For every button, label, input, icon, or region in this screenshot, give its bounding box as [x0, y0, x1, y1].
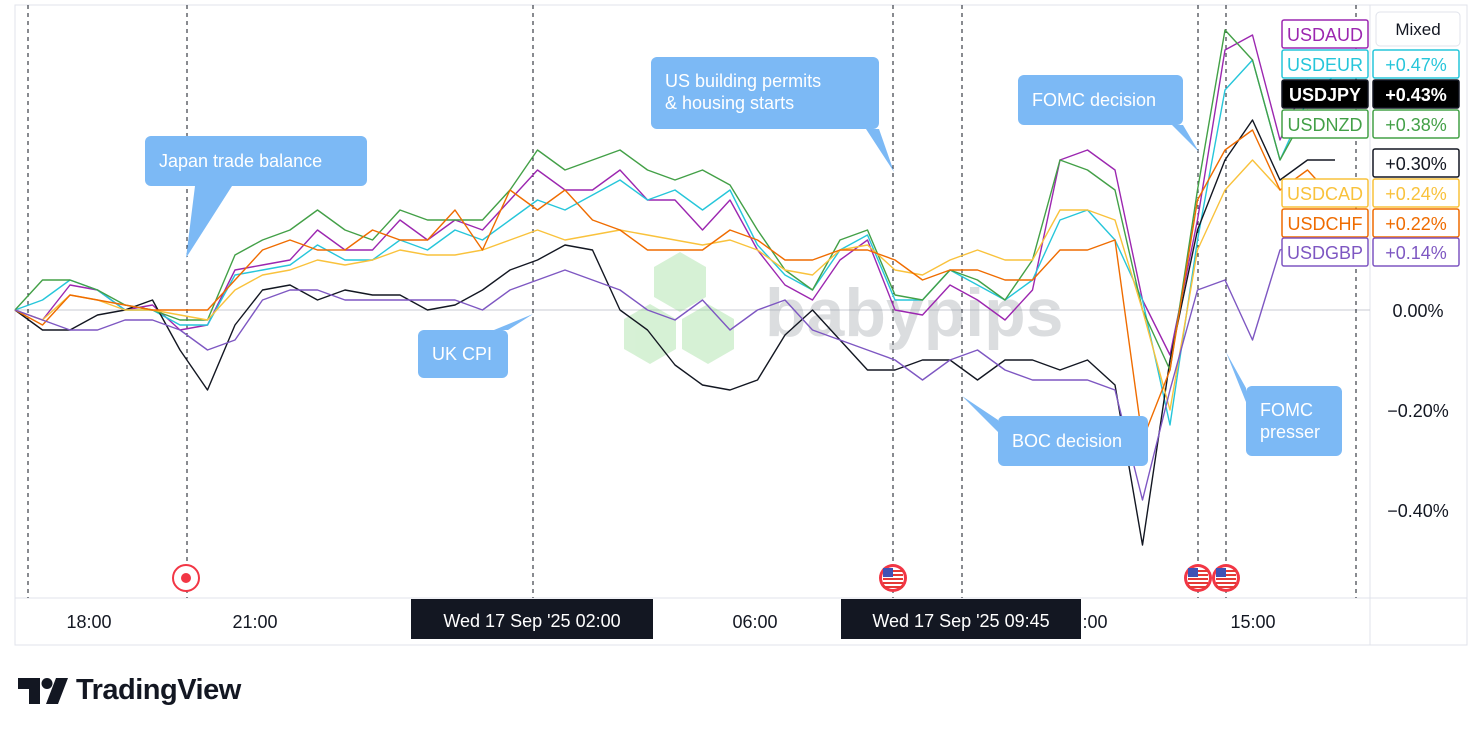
series-line-usdaud	[14, 34, 1336, 356]
crosshair-time-label: Wed 17 Sep '25 09:45	[841, 599, 1081, 639]
price-label: +0.38%	[1372, 109, 1460, 139]
annotation-callout: FOMC decision	[1018, 75, 1199, 152]
legend-symbol-usdeur[interactable]: USDEUR	[1281, 49, 1369, 79]
callout-box	[1018, 75, 1183, 125]
crosshair-time-label: Wed 17 Sep '25 02:00	[411, 599, 653, 639]
series-lines	[14, 29, 1336, 546]
price-label-text: +0.47%	[1385, 55, 1447, 75]
callout-box	[1246, 386, 1342, 456]
annotation-callout: Japan trade balance	[145, 136, 367, 258]
callout-text: BOC decision	[1012, 431, 1122, 451]
x-tick-label: :00	[1082, 612, 1107, 632]
price-label-text: +0.22%	[1385, 214, 1447, 234]
series-line-usdnzd	[14, 29, 1336, 371]
crosshair-time-text: Wed 17 Sep '25 02:00	[443, 611, 620, 631]
callout-box	[145, 136, 367, 186]
x-tick-label: 21:00	[232, 612, 277, 632]
price-label: +0.22%	[1372, 208, 1460, 238]
callout-pointer	[1172, 125, 1199, 152]
price-label-text: +0.30%	[1385, 154, 1447, 174]
annotation-callout: UK CPI	[418, 314, 533, 378]
callout-box	[651, 57, 879, 129]
price-label: +0.24%	[1372, 178, 1460, 208]
series-line-usdchf	[14, 129, 1336, 441]
callout-pointer	[866, 129, 894, 172]
series-line-usdcad	[14, 159, 1336, 411]
price-label-text: +0.24%	[1385, 184, 1447, 204]
callout-pointer	[962, 396, 998, 432]
tradingview-wordmark: TradingView	[76, 674, 241, 706]
x-tick-label: 15:00	[1230, 612, 1275, 632]
callout-pointer	[1226, 352, 1246, 402]
japan-flag-icon[interactable]	[172, 564, 200, 592]
y-tick-label: 0.00%	[1392, 301, 1443, 321]
callout-text: FOMC presser	[1260, 400, 1320, 442]
x-tick-label: 18:00	[66, 612, 111, 632]
price-label-text: +0.43%	[1385, 85, 1447, 105]
series-line-usdjpy	[14, 119, 1335, 546]
callout-pointer	[186, 186, 232, 258]
us-flag-icon[interactable]	[879, 564, 907, 592]
legend-symbol-text[interactable]: USDEUR	[1287, 55, 1363, 75]
watermark-hex	[654, 252, 706, 312]
x-tick-label: 06:00	[732, 612, 777, 632]
callout-pointer	[494, 314, 533, 330]
price-label-text: +0.38%	[1385, 115, 1447, 135]
callout-box	[998, 416, 1148, 466]
legend-symbol-text[interactable]: USDCHF	[1288, 214, 1363, 234]
price-label: +0.14%	[1372, 237, 1460, 267]
crosshair-time-text: Wed 17 Sep '25 09:45	[872, 611, 1049, 631]
callout-text: FOMC decision	[1032, 90, 1156, 110]
legend-symbol-usdcad[interactable]: USDCAD	[1281, 178, 1369, 208]
price-label: +0.30%	[1372, 148, 1460, 178]
annotation-callout: FOMC presser	[1226, 352, 1342, 456]
legend-symbol-text[interactable]: USDAUD	[1287, 25, 1363, 45]
callout-box	[418, 330, 508, 378]
legend-symbol-usdnzd[interactable]: USDNZD	[1281, 109, 1369, 139]
price-label: +0.47%	[1372, 49, 1460, 79]
scale-mode-label[interactable]: Mixed	[1395, 20, 1440, 39]
legend-symbol-usdaud[interactable]: USDAUD	[1281, 19, 1369, 49]
scale-mode-button[interactable]: Mixed	[1375, 11, 1461, 47]
callout-text: Japan trade balance	[159, 151, 322, 171]
y-tick-label: −0.40%	[1387, 501, 1449, 521]
legend-symbol-text[interactable]: USDGBP	[1287, 243, 1363, 263]
legend-symbol-text[interactable]: USDCAD	[1287, 184, 1363, 204]
watermark-hex	[682, 304, 734, 364]
legend-symbol-usdchf[interactable]: USDCHF	[1281, 208, 1369, 238]
callout-text: US building permits & housing starts	[665, 71, 821, 113]
price-label: +0.43%	[1372, 79, 1460, 109]
legend-symbol-usdjpy[interactable]: USDJPY	[1281, 79, 1369, 109]
price-label-text: +0.14%	[1385, 243, 1447, 263]
annotation-callout: BOC decision	[962, 396, 1148, 466]
y-tick-label: −0.20%	[1387, 401, 1449, 421]
annotation-callout: US building permits & housing starts	[651, 57, 894, 172]
tradingview-logo[interactable]: TradingView	[18, 674, 241, 707]
series-line-usdgbp	[14, 239, 1335, 501]
tradingview-logo-icon	[18, 677, 68, 704]
us-flag-icon[interactable]	[1184, 564, 1212, 592]
legend-symbol-usdgbp[interactable]: USDGBP	[1281, 237, 1369, 267]
legend-symbol-text[interactable]: USDNZD	[1288, 115, 1363, 135]
legend-symbol-text[interactable]: USDJPY	[1289, 85, 1361, 105]
us-flag-icon[interactable]	[1212, 564, 1240, 592]
callout-text: UK CPI	[432, 344, 492, 364]
